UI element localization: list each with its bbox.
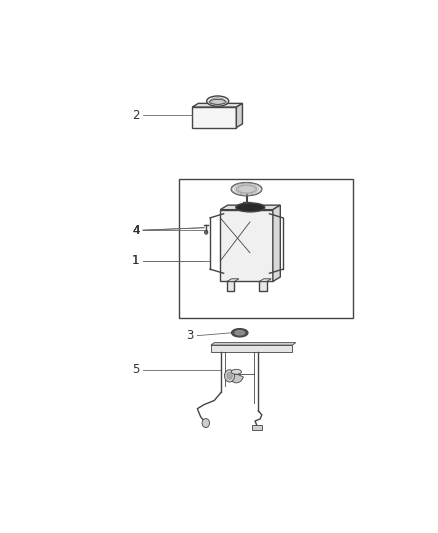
Polygon shape [192,103,243,107]
Text: 2: 2 [132,109,140,122]
Bar [179,179,353,318]
Ellipse shape [232,329,248,337]
Bar [192,107,237,127]
Circle shape [205,230,208,235]
Text: 5: 5 [132,363,140,376]
Bar [227,281,234,290]
Ellipse shape [237,185,257,193]
Circle shape [227,373,232,379]
Polygon shape [273,205,280,281]
Bar [251,425,262,431]
Ellipse shape [211,98,225,104]
Polygon shape [211,343,296,345]
Bar [220,209,273,281]
Bar [259,281,267,290]
Polygon shape [259,279,271,281]
Ellipse shape [207,96,229,106]
Ellipse shape [231,183,262,196]
Polygon shape [237,103,243,127]
Ellipse shape [236,203,265,212]
Ellipse shape [235,330,244,335]
Polygon shape [220,205,280,209]
Polygon shape [227,279,239,281]
Ellipse shape [231,369,241,374]
Text: 1: 1 [132,254,140,268]
Circle shape [224,370,235,382]
Text: 4: 4 [132,224,140,237]
Text: 4: 4 [132,224,140,237]
Text: 4: 4 [132,224,140,237]
Circle shape [202,418,209,427]
Wedge shape [230,374,244,383]
Text: 3: 3 [187,329,194,342]
Text: 1: 1 [132,254,140,268]
Bar [211,345,292,352]
